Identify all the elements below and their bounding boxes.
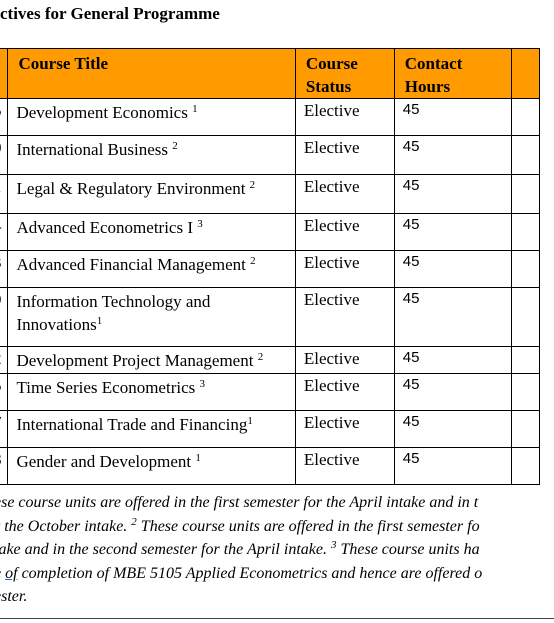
course-status-cell: Elective	[294, 346, 395, 374]
footnote-marker: 3	[197, 218, 203, 230]
course-title-cell: Development Economics 1	[7, 98, 296, 136]
course-title-cell: Time Series Econometrics 3	[7, 373, 296, 411]
course-title-cell: Advanced Econometrics I 3	[7, 213, 296, 251]
course-code-cell: 8	[0, 447, 9, 485]
course-title-cell: Advanced Financial Management 2	[7, 250, 296, 288]
table-row: 2Development Project Management 2Electiv…	[0, 346, 540, 374]
table-row: 7International Trade and Financing1Elect…	[0, 410, 540, 448]
header-extra	[511, 48, 540, 99]
footnote-marker: 2	[249, 179, 256, 191]
contact-hours-cell: 45	[393, 174, 513, 214]
contact-hours-cell: 45	[393, 250, 513, 288]
course-code-cell: 4	[0, 213, 9, 251]
extra-cell	[511, 250, 540, 288]
course-status-cell: Elective	[294, 373, 395, 411]
course-title-cell: Gender and Development 1	[7, 447, 296, 485]
footnote-line: r the October intake. 2 These course uni…	[0, 515, 480, 535]
footnote-marker: 3	[199, 378, 206, 390]
course-status-cell: Elective	[294, 213, 395, 251]
footnote-line: ese course units are offered in the firs…	[0, 494, 479, 511]
course-title-cell: Legal & Regulatory Environment 2	[7, 174, 296, 214]
elective-courses-table: Course Title Course Status Contact Hours…	[0, 48, 540, 485]
course-title-cell: Development Project Management 2	[7, 346, 296, 374]
contact-hours-cell: 45	[393, 213, 513, 251]
contact-hours-cell: 45	[393, 287, 513, 347]
course-status-cell: Elective	[294, 98, 395, 136]
course-code-cell: 3	[0, 250, 9, 288]
course-code-cell: 5	[0, 373, 9, 411]
course-code-cell: 7	[0, 410, 9, 448]
course-title-cell: International Business 2	[7, 135, 296, 175]
header-code	[0, 48, 9, 99]
course-code-cell: 0	[0, 135, 9, 175]
extra-cell	[511, 174, 540, 214]
table-row: 9Information Technology and Innovations1…	[0, 287, 540, 347]
footnote-marker: 1	[192, 103, 198, 115]
footnote-line: ester.	[0, 588, 28, 605]
bottom-rule	[0, 618, 554, 619]
course-code-cell: 2	[0, 346, 9, 374]
table-row: 1Legal & Regulatory Environment 2Electiv…	[0, 174, 540, 214]
course-status-cell: Elective	[294, 250, 395, 288]
header-contact-hours: Contact Hours	[393, 48, 513, 99]
course-status-cell: Elective	[294, 410, 395, 448]
extra-cell	[511, 98, 540, 136]
extra-cell	[511, 135, 540, 175]
course-title-cell: Information Technology and Innovations1	[7, 287, 296, 347]
contact-hours-cell: 45	[393, 135, 513, 175]
footnote-line: take and in the second semester for the …	[0, 539, 480, 559]
section-heading: ctives for General Programme	[0, 4, 220, 23]
extra-cell	[511, 346, 540, 374]
footnote-marker: 1	[195, 452, 201, 464]
footnote-line: e of completion of MBE 5105 Applied Econ…	[0, 564, 483, 582]
table-header-row: Course Title Course Status Contact Hours	[0, 48, 540, 99]
contact-hours-cell: 45	[393, 410, 513, 448]
footnote-marker: 2	[257, 351, 264, 363]
contact-hours-cell: 45	[393, 373, 513, 411]
course-title-cell: International Trade and Financing1	[7, 410, 296, 448]
footnote-marker: 1	[96, 315, 103, 327]
course-code-cell: 9	[0, 287, 9, 347]
footnotes: ese course units are offered in the firs…	[0, 491, 554, 609]
header-course-title: Course Title	[7, 48, 296, 99]
contact-hours-cell: 45	[393, 346, 513, 374]
spellcheck-underline: of	[5, 564, 18, 582]
table-row: 3Advanced Financial Management 2Elective…	[0, 250, 540, 288]
extra-cell	[511, 213, 540, 251]
header-course-status: Course Status	[294, 48, 395, 99]
extra-cell	[511, 410, 540, 448]
extra-cell	[511, 287, 540, 347]
extra-cell	[511, 447, 540, 485]
contact-hours-cell: 45	[393, 98, 513, 136]
course-code-cell: 5	[0, 98, 9, 136]
course-status-cell: Elective	[294, 174, 395, 214]
footnote-marker: 2	[172, 140, 178, 152]
contact-hours-cell: 45	[393, 447, 513, 485]
footnote-marker: 1	[247, 415, 253, 427]
extra-cell	[511, 373, 540, 411]
course-status-cell: Elective	[294, 287, 395, 347]
footnote-marker: 2	[250, 255, 256, 267]
course-status-cell: Elective	[294, 135, 395, 175]
course-code-cell: 1	[0, 174, 9, 214]
course-status-cell: Elective	[294, 447, 395, 485]
